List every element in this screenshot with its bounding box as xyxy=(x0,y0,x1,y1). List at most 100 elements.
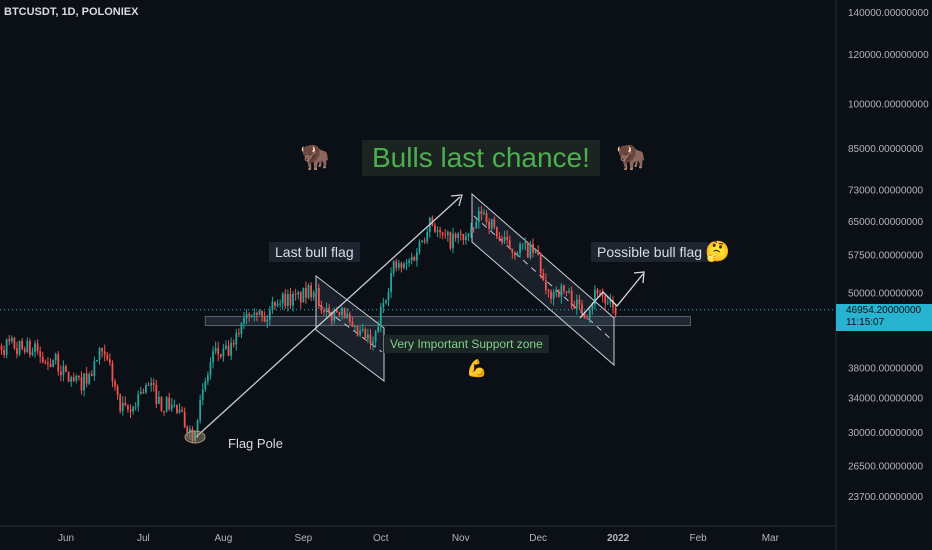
candle xyxy=(514,252,516,256)
candle xyxy=(408,260,411,263)
candle xyxy=(312,292,315,298)
candle xyxy=(542,273,545,281)
candle xyxy=(336,310,338,313)
candle xyxy=(410,256,413,261)
y-tick-label: 120000.00000000 xyxy=(848,50,929,61)
x-tick-label: Dec xyxy=(529,533,547,544)
candle xyxy=(289,294,292,306)
candle xyxy=(359,330,362,336)
candle xyxy=(519,244,521,254)
candle xyxy=(240,323,243,334)
candle xyxy=(317,287,320,306)
candle xyxy=(436,230,439,232)
candle xyxy=(434,225,436,232)
candle xyxy=(57,354,60,372)
candle xyxy=(390,273,392,292)
candle xyxy=(70,377,73,382)
candle xyxy=(297,292,300,295)
candle xyxy=(341,307,343,316)
x-tick-label: Nov xyxy=(452,533,470,544)
candle xyxy=(152,383,155,386)
candle xyxy=(511,248,514,253)
candle xyxy=(54,354,57,361)
bison-icon: 🦬 xyxy=(616,143,646,171)
candle xyxy=(217,348,220,355)
candle xyxy=(415,252,418,261)
candle xyxy=(258,310,261,315)
candle xyxy=(485,213,488,222)
candle xyxy=(366,334,369,339)
candle xyxy=(127,405,129,410)
y-tick-label: 50000.00000000 xyxy=(848,289,924,300)
candle xyxy=(516,253,519,256)
candle xyxy=(537,250,540,255)
candle xyxy=(462,234,465,241)
candle xyxy=(325,307,328,313)
candle xyxy=(116,386,119,395)
candle xyxy=(237,332,240,334)
candle xyxy=(560,285,563,297)
candle xyxy=(111,362,114,382)
candle xyxy=(261,310,263,317)
candle xyxy=(147,384,150,386)
candle xyxy=(534,250,537,253)
candle xyxy=(230,342,233,356)
candle xyxy=(439,230,441,233)
candle xyxy=(196,420,199,432)
candle xyxy=(305,287,307,298)
candle xyxy=(108,359,111,363)
bar-countdown: 11:15:07 xyxy=(846,317,885,328)
candle xyxy=(88,373,91,384)
candle xyxy=(612,300,614,308)
candle xyxy=(529,243,532,258)
candle xyxy=(85,373,88,384)
support-zone-label: Very Important Support zone xyxy=(384,335,549,353)
candle xyxy=(281,293,284,304)
candle xyxy=(225,345,227,349)
y-tick-label: 38000.00000000 xyxy=(848,363,924,374)
y-tick-label: 100000.00000000 xyxy=(848,100,929,111)
candle xyxy=(142,392,145,394)
candle xyxy=(178,409,181,413)
candle xyxy=(310,285,312,298)
candle xyxy=(212,351,214,363)
candle xyxy=(591,303,594,310)
candle xyxy=(266,319,269,322)
candle xyxy=(207,375,209,382)
candle xyxy=(392,261,395,274)
candle xyxy=(539,254,542,274)
candle xyxy=(8,339,11,342)
candle xyxy=(268,310,271,320)
candle xyxy=(248,313,251,316)
candle xyxy=(418,241,421,253)
x-tick-label: Aug xyxy=(214,533,232,544)
x-tick-label: Feb xyxy=(689,533,707,544)
candle xyxy=(168,397,171,410)
flag-pole-label: Flag Pole xyxy=(228,436,283,451)
candle xyxy=(0,345,3,351)
y-tick-label: 85000.00000000 xyxy=(848,144,924,155)
flexed-arm-icon: 💪 xyxy=(466,359,488,379)
candle xyxy=(139,392,142,395)
x-tick-label: Jul xyxy=(137,533,150,544)
candle xyxy=(256,312,258,315)
candle xyxy=(302,287,305,303)
candle xyxy=(369,334,372,344)
candle xyxy=(47,362,49,364)
candle xyxy=(470,228,472,234)
candle xyxy=(330,311,333,321)
candle xyxy=(98,347,101,361)
candle xyxy=(397,263,400,268)
y-tick-label: 73000.00000000 xyxy=(848,185,924,196)
candle xyxy=(547,290,550,292)
headline-annotation: Bulls last chance! xyxy=(362,140,600,176)
candle xyxy=(405,262,408,264)
candle xyxy=(498,236,501,239)
candle xyxy=(214,348,217,352)
candle xyxy=(578,299,581,305)
candle xyxy=(157,396,160,404)
candle xyxy=(188,428,191,433)
candle xyxy=(555,290,558,293)
candle xyxy=(170,404,173,410)
